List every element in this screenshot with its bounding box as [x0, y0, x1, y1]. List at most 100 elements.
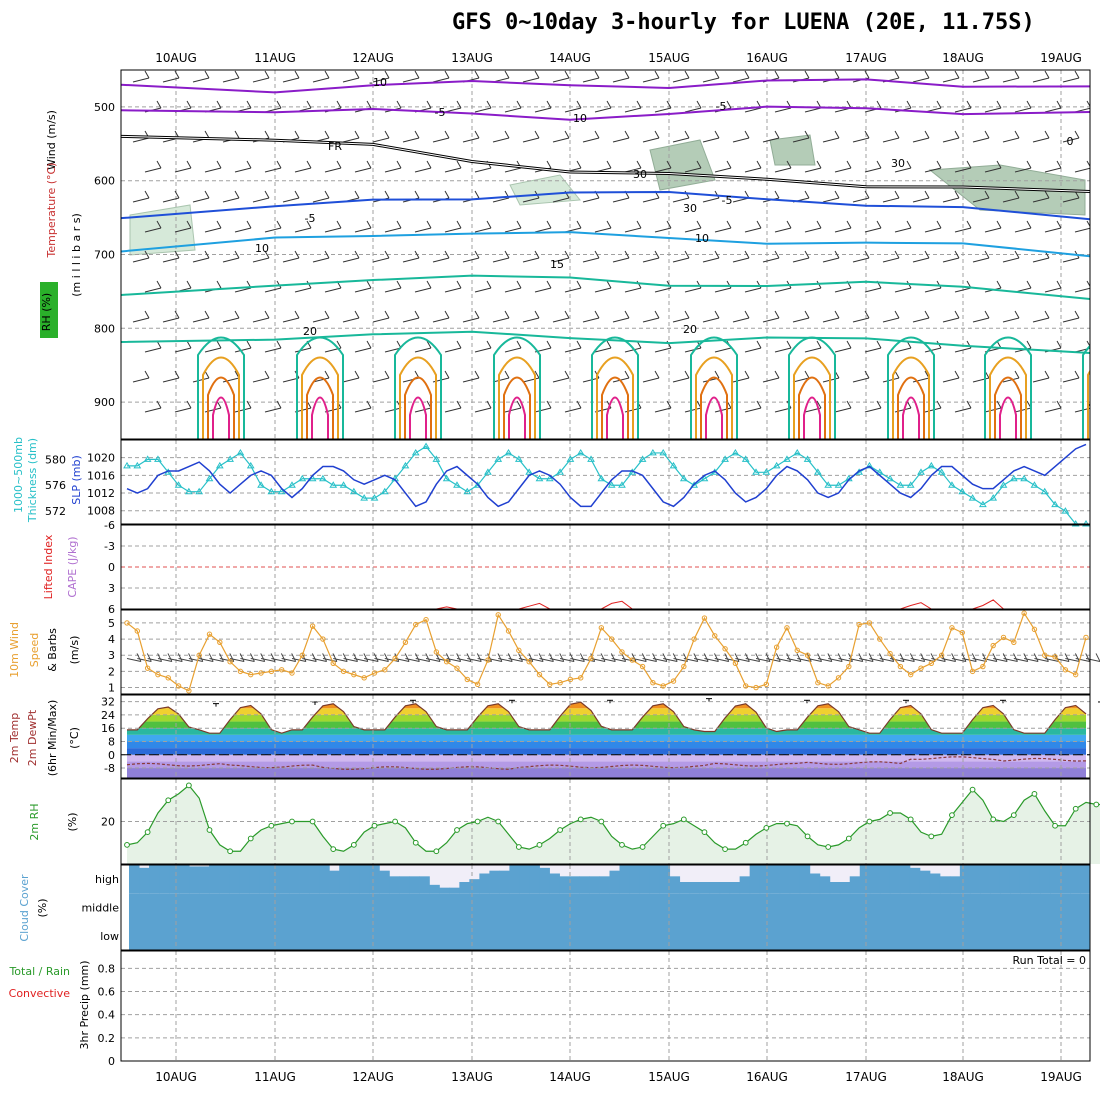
- wind-barb: [852, 130, 870, 143]
- date-label-bottom: 15AUG: [648, 1070, 690, 1084]
- thickness-point: [329, 481, 338, 488]
- wind-barb: [174, 220, 192, 233]
- date-label-bottom: 13AUG: [451, 1070, 493, 1084]
- thickness-point: [422, 442, 430, 449]
- warm-contour: [596, 356, 634, 439]
- wind10-barb: [755, 653, 771, 662]
- wind-barb: [252, 370, 270, 383]
- thickness-point: [319, 474, 327, 482]
- wind-barb: [342, 370, 360, 383]
- wind-barb: [954, 400, 972, 413]
- rh-shading-dense: [769, 134, 816, 166]
- thickness-point: [875, 468, 884, 475]
- wind-barb: [342, 310, 360, 323]
- precip-tick-label: 0.8: [98, 962, 116, 975]
- wind-barb: [582, 130, 600, 143]
- wind-barb: [282, 70, 300, 83]
- wind10-barb: [446, 653, 462, 662]
- run-total-label: Run Total = 0: [1013, 954, 1087, 967]
- date-label-top: 12AUG: [352, 51, 394, 65]
- ylabel-millibars: (m i l l i b a r s): [70, 213, 83, 296]
- thickness-point: [659, 448, 668, 456]
- contour-label: 10: [695, 232, 709, 245]
- warm-contour: [897, 376, 925, 439]
- cloud-level-label: low: [100, 930, 119, 943]
- wind-tick-label: 3: [108, 649, 115, 662]
- ylabel-wind10-4: (m/s): [68, 636, 81, 665]
- wind10-point: [443, 658, 450, 665]
- cloud-high-bar: [749, 865, 761, 894]
- wind-barb: [312, 130, 330, 143]
- wind-barb: [852, 190, 870, 203]
- cloud-high-bar: [859, 865, 871, 894]
- wind-barb: [492, 130, 510, 143]
- rh2m-point: [969, 786, 976, 793]
- pressure-tick-label: 600: [94, 175, 115, 188]
- rh2m-point: [268, 822, 275, 829]
- date-label-bottom: 14AUG: [549, 1070, 591, 1084]
- slp-tick-label: 1012: [87, 487, 115, 500]
- cloud-cover-panel: high middle low: [81, 864, 1091, 951]
- wind-barb: [144, 160, 162, 173]
- wind10m-panel: 1 2 3 4 5: [108, 609, 1100, 695]
- wind10-barb: [374, 653, 389, 662]
- date-label-bottom: 11AUG: [254, 1070, 296, 1084]
- wind-barb: [612, 250, 630, 263]
- thickness-point: [814, 468, 822, 475]
- wind-barb: [642, 250, 660, 263]
- wind-barb: [594, 220, 612, 233]
- thickness-point: [184, 487, 193, 495]
- wind10-point: [701, 615, 708, 621]
- cloud-high-bar: [229, 865, 240, 894]
- wind10-barb: [704, 653, 719, 662]
- cloud-high-bar: [889, 865, 901, 894]
- warm-contour: [207, 376, 235, 439]
- wind-barb: [912, 70, 930, 83]
- wind10-barb: [900, 653, 915, 662]
- cloud-high-bar: [299, 865, 310, 894]
- wind-barb: [444, 160, 462, 173]
- thickness-point: [432, 455, 441, 462]
- wind10-barb: [570, 653, 585, 662]
- wind10-barb: [724, 653, 740, 662]
- wind10-barb: [518, 653, 534, 662]
- wind-barb: [162, 310, 180, 323]
- isotherm-5: [121, 190, 1090, 221]
- wind-barb: [522, 310, 540, 323]
- wind10-point: [392, 655, 398, 662]
- wind-barb: [732, 250, 750, 263]
- wind-barb: [1002, 310, 1020, 323]
- wind10-point: [278, 667, 285, 673]
- thickness-point: [453, 481, 461, 488]
- wind-barb: [174, 400, 192, 413]
- rh2m-point: [433, 848, 440, 855]
- rh2m-point: [619, 841, 625, 848]
- li-tick-label: -6: [104, 519, 115, 532]
- cloud-high-bar: [269, 865, 280, 894]
- wind-barb: [264, 340, 282, 353]
- thickness-point: [401, 461, 410, 469]
- wind10-point: [413, 621, 419, 628]
- wind-barb: [864, 220, 882, 233]
- cloud-high-bar: [849, 876, 861, 894]
- thickness-point: [948, 481, 956, 488]
- temp-tick-label: 32: [101, 696, 115, 709]
- rh2m-point: [845, 835, 852, 842]
- wind-barb: [594, 160, 612, 173]
- wind10-point: [536, 671, 543, 678]
- wind-barb: [762, 250, 780, 263]
- wind-barb: [312, 70, 330, 83]
- rh-shading: [509, 174, 581, 206]
- wind10-point: [722, 646, 728, 652]
- wind10-point: [320, 636, 326, 642]
- rh2m-point: [660, 822, 667, 829]
- cloud-high-bar: [139, 867, 150, 894]
- thickness-point: [267, 487, 276, 495]
- wind10-point: [949, 625, 955, 631]
- cloud-high-bar: [309, 865, 320, 894]
- thickness-point: [638, 455, 647, 462]
- wind10-barb: [436, 653, 451, 662]
- wind-barb: [492, 250, 510, 263]
- cloud-level-label: high: [95, 873, 119, 886]
- wind-barb: [984, 160, 1002, 173]
